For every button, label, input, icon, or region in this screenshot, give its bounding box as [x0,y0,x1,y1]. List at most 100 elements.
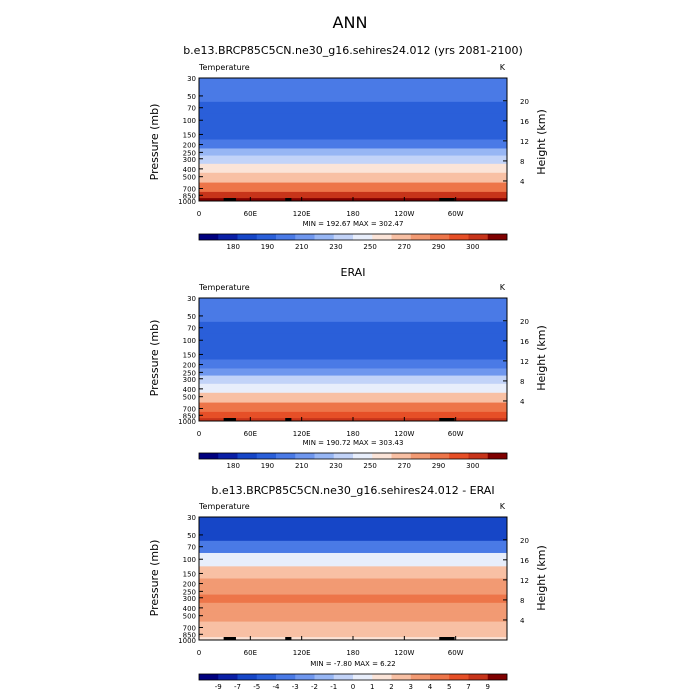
y-tick-label: 30 [187,295,196,303]
colorbar-swatch [237,453,258,459]
colorbar-label: 7 [466,683,470,691]
colorbar-label: 210 [295,462,308,470]
panel-3-y2label: Height (km) [535,545,548,611]
topography-block [439,198,455,201]
y-tick-label: 300 [183,156,196,164]
y-tick-label: 200 [183,581,196,589]
colorbar-label: 230 [329,243,342,251]
field-band [199,525,507,542]
field-band [199,78,507,88]
y-tick-label: 250 [183,588,196,596]
x-tick-label: 60W [448,430,464,438]
colorbar-swatch [391,234,412,240]
field-band [199,602,507,613]
colorbar-swatch [218,234,238,240]
colorbar-swatch [199,234,219,240]
colorbar-swatch [468,234,489,240]
colorbar-swatch [295,674,315,680]
topography-block [285,198,292,201]
x-tick-label: 0 [197,649,201,657]
colorbar-swatch [353,453,373,459]
colorbar-label: 180 [227,462,240,470]
colorbar-label: 9 [486,683,490,691]
colorbar-label: 270 [398,243,411,251]
y2-tick-label: 12 [520,577,529,585]
x-tick-label: 60E [244,210,257,218]
colorbar-swatch [430,674,450,680]
y-tick-label: 250 [183,149,196,157]
y-tick-label: 500 [183,394,196,402]
y-tick-label: 500 [183,174,196,182]
field-band [199,392,507,403]
panel-1-stats: MIN = 192.67 MAX = 302.47 [303,220,404,228]
colorbar-swatch [353,234,373,240]
y-tick-label: 50 [187,532,196,540]
y-tick-label: 700 [183,624,196,632]
x-tick-label: 120W [394,430,414,438]
colorbar-label: 3 [409,683,413,691]
y-tick-label: 70 [187,544,196,552]
y-tick-label: 100 [183,117,196,125]
colorbar-label: 270 [398,462,411,470]
panel-3: b.e13.BRCP85C5CN.ne30_g16.sehires24.012 … [148,484,548,691]
field-band [199,172,507,183]
page-title: ANN [333,13,368,32]
colorbar-swatch [276,674,296,680]
y-tick-label: 300 [183,376,196,384]
panel-2-colorbar: 180 190 210 230 250 270 290 300 [198,452,508,470]
field-band [199,359,507,369]
y2-tick-label: 16 [520,338,529,346]
field-band [199,621,507,632]
x-tick-label: 180 [346,210,359,218]
topography-block [223,198,236,201]
x-tick-label: 120W [394,649,414,657]
y-tick-label: 850 [183,412,196,420]
x-tick-label: 180 [346,649,359,657]
y-tick-label: 150 [183,131,196,139]
panel-2: ERAI Temperature K 305070100150200250300… [148,266,548,470]
colorbar-frame [198,452,508,460]
field-band [199,587,507,595]
x-tick-label: 120E [293,210,311,218]
colorbar-swatch [256,234,277,240]
field-band [199,368,507,376]
y-tick-label: 50 [187,313,196,321]
panel-2-ylabel: Pressure (mb) [148,320,161,397]
colorbar-swatch [353,674,373,680]
colorbar-label: -1 [330,683,337,691]
y-tick-label: 250 [183,369,196,377]
field-band [199,86,507,103]
field-band [199,321,507,335]
colorbar-label: 4 [428,683,433,691]
field-band [199,411,507,419]
y-tick-label: 200 [183,362,196,370]
colorbar-label: 190 [261,243,274,251]
y-tick-label: 700 [183,405,196,413]
field-band [199,148,507,156]
colorbar-swatch [468,453,489,459]
y-tick-label: 70 [187,105,196,113]
field-band [199,298,507,308]
field-band [199,375,507,385]
x-tick-label: 60E [244,649,257,657]
x-tick-label: 180 [346,430,359,438]
panel-2-y2label: Height (km) [535,325,548,391]
colorbar-swatch [449,234,469,240]
y-tick-label: 100 [183,337,196,345]
y2-tick-label: 8 [520,158,524,166]
field-band [199,127,507,140]
colorbar-swatch [449,453,469,459]
colorbar-swatch [410,234,431,240]
y-tick-label: 150 [183,351,196,359]
x-tick-label: 120E [293,430,311,438]
colorbar-label: 250 [363,243,376,251]
field-band [199,566,507,579]
y2-tick-label: 20 [520,537,529,545]
field-band [199,611,507,622]
topography-block [285,418,292,421]
panel-2-title: ERAI [341,266,366,279]
field-band [199,383,507,394]
y-tick-label: 400 [183,166,196,174]
